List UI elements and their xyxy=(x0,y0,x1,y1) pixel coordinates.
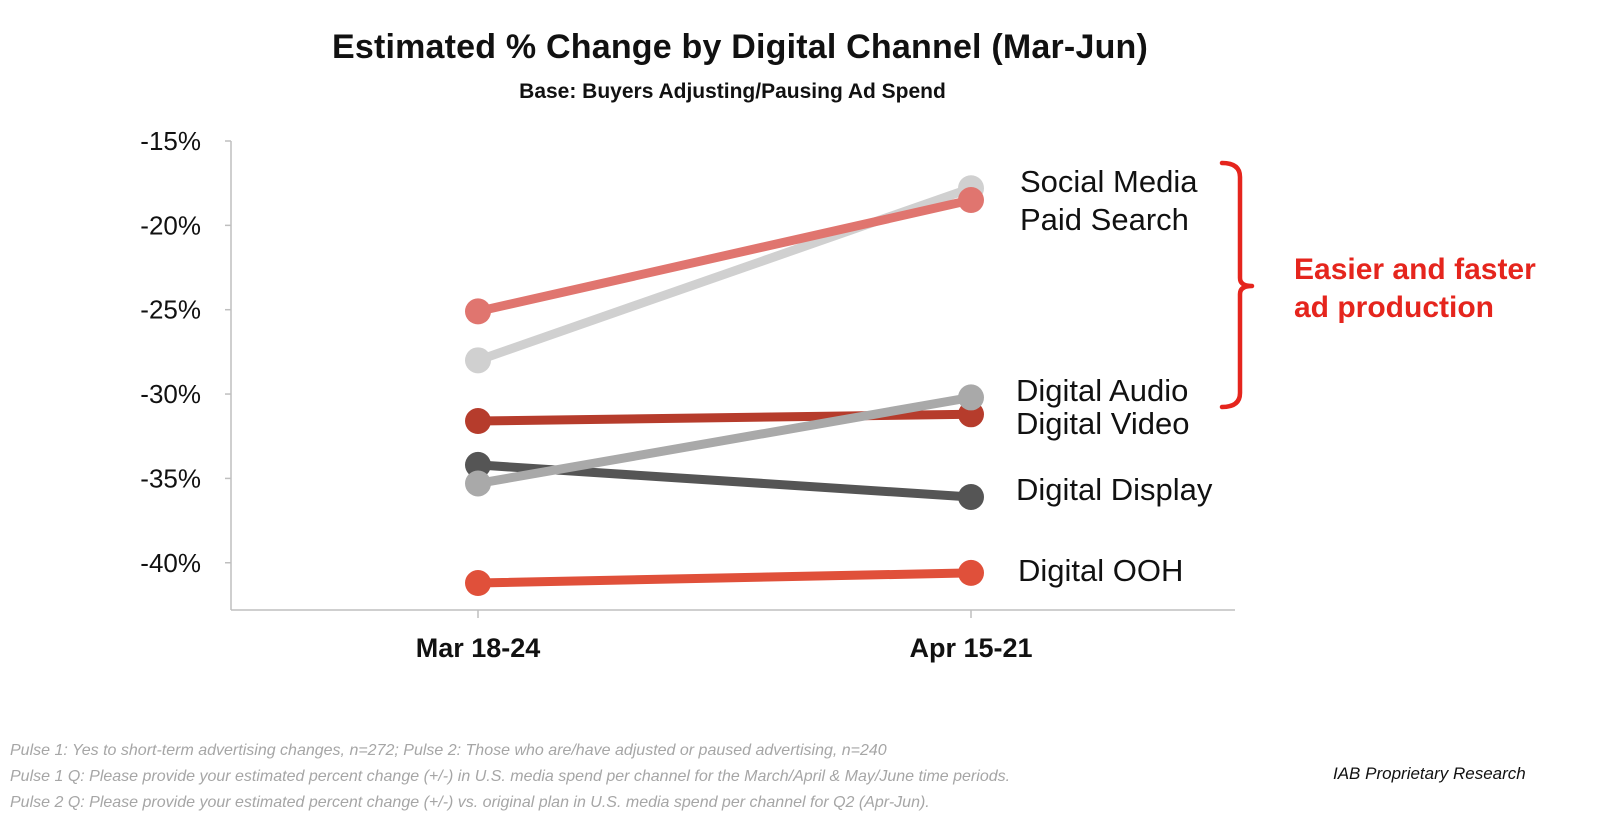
series-label-digital-display: Digital Display xyxy=(1016,472,1213,507)
y-tick-label: -15% xyxy=(140,126,201,156)
data-point xyxy=(465,298,491,325)
x-tick-label: Apr 15-21 xyxy=(909,633,1032,663)
chart-axes: -15% -20% -25% -30% -35% -40% Mar 18-24 Apr 15-… xyxy=(140,126,1235,663)
data-point xyxy=(465,451,491,478)
annotation-bracket xyxy=(1219,160,1255,410)
annotation-text: Easier and faster xyxy=(1294,253,1536,286)
series-lines xyxy=(465,175,984,597)
series-line xyxy=(473,409,976,426)
series-label-digital-audio: Digital Audio xyxy=(1016,373,1188,408)
y-tick-label: -20% xyxy=(140,210,201,240)
source-note: IAB Proprietary Research xyxy=(1333,764,1526,783)
footnote-2: Pulse 1 Q: Please provide your estimated… xyxy=(10,768,1011,785)
footnote-1: Pulse 1: Yes to short-term advertising c… xyxy=(10,742,887,759)
data-point xyxy=(465,347,491,374)
series-label-digital-video: Digital Video xyxy=(1016,406,1189,441)
series-line xyxy=(473,195,976,316)
data-point xyxy=(465,470,491,497)
series-digital-display xyxy=(465,451,984,510)
y-tick-label: -35% xyxy=(140,463,201,493)
y-tick-label: -40% xyxy=(140,548,201,578)
series-paid-search xyxy=(465,187,984,325)
annotation-text: ad production xyxy=(1294,291,1494,324)
series-label-paid-search: Paid Search xyxy=(1020,202,1189,237)
data-point xyxy=(958,187,984,214)
series-line xyxy=(473,392,976,488)
series-digital-audio xyxy=(465,384,984,497)
footnotes: Pulse 1: Yes to short-term advertising c… xyxy=(10,738,1010,816)
chart-title: Estimated % Change by Digital Channel (M… xyxy=(331,28,1149,66)
series-label-digital-ooh: Digital OOH xyxy=(1018,553,1183,588)
series-label-social-media: Social Media xyxy=(1020,164,1198,199)
data-point xyxy=(958,483,984,510)
y-tick-label: -25% xyxy=(140,295,201,325)
data-point xyxy=(465,570,491,597)
data-point xyxy=(958,559,984,586)
series-line xyxy=(473,568,976,588)
chart-subtitle: Base: Buyers Adjusting/Pausing Ad Spend xyxy=(519,80,946,103)
data-point xyxy=(465,408,491,435)
footnote-3: Pulse 2 Q: Please provide your estimated… xyxy=(10,794,930,811)
y-tick-label: -30% xyxy=(140,379,201,409)
annotation-bracket-group: Easier and faster ad production xyxy=(1219,160,1536,410)
series-digital-ooh xyxy=(465,559,984,597)
series-social-media xyxy=(465,175,984,374)
x-tick-label: Mar 18-24 xyxy=(416,633,541,663)
data-point xyxy=(958,384,984,411)
